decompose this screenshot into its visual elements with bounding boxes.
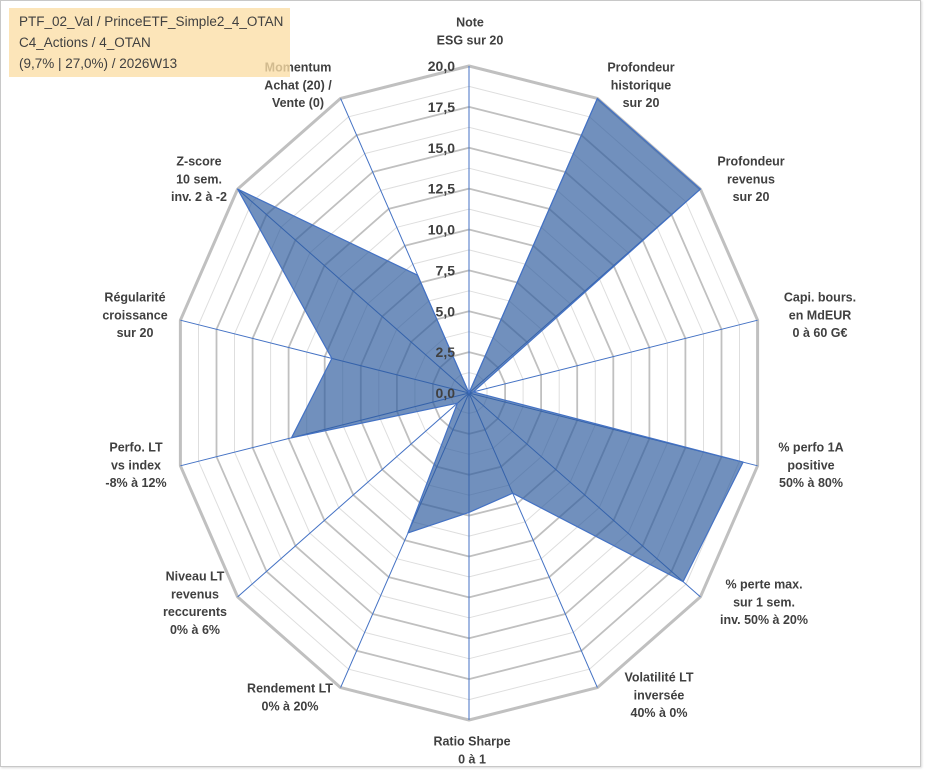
category-label-line: 10 sem. bbox=[176, 172, 222, 186]
chart-subtitle-line: C4_Actions / 4_OTAN bbox=[19, 35, 151, 50]
category-label: Profondeur revenus sur 20 bbox=[717, 155, 784, 205]
category-label: Note ESG sur 20 bbox=[437, 16, 504, 48]
category-label: Niveau LT revenus reccurents 0% à 6% bbox=[163, 570, 227, 637]
category-label-line: 40% à 0% bbox=[631, 706, 688, 720]
category-label-line: Z-score bbox=[176, 155, 221, 169]
value-tick-label: 2,5 bbox=[436, 344, 456, 360]
category-label-line: revenus bbox=[171, 587, 219, 601]
category-label-line: Régularité bbox=[104, 291, 165, 305]
category-label: Perfo. LT vs index -8% à 12% bbox=[105, 441, 166, 491]
category-label-line: 0 à 1 bbox=[458, 752, 486, 766]
category-label: Capi. bours. en MdEUR 0 à 60 G€ bbox=[784, 291, 856, 341]
value-tick-label: 20,0 bbox=[428, 58, 455, 74]
value-tick-label: 17,5 bbox=[428, 99, 455, 115]
axis-spoke bbox=[237, 392, 470, 598]
value-tick-label: 15,0 bbox=[428, 140, 455, 156]
category-label-line: inv. 50% à 20% bbox=[720, 613, 808, 627]
category-label: Rendement LT 0% à 20% bbox=[247, 682, 333, 714]
category-label-line: vs index bbox=[111, 458, 161, 472]
category-label-line: 0% à 20% bbox=[262, 699, 319, 713]
category-label-line: positive bbox=[787, 458, 834, 472]
category-label-line: Profondeur bbox=[607, 61, 674, 75]
category-label-line: croissance bbox=[102, 308, 167, 322]
value-tick-label: 12,5 bbox=[428, 181, 455, 197]
category-label-line: 0% à 6% bbox=[170, 623, 220, 637]
category-label: Régularité croissance sur 20 bbox=[102, 291, 167, 341]
category-label-line: reccurents bbox=[163, 605, 227, 619]
category-label-line: Note bbox=[456, 16, 484, 30]
value-axis: 0,0 2,5 5,0 7,5 10,0 12,5 15,0 17,5 20,0 bbox=[428, 58, 455, 401]
category-label: Ratio Sharpe 0 à 1 bbox=[433, 735, 510, 767]
value-tick-label: 5,0 bbox=[436, 303, 456, 319]
value-tick-label: 0,0 bbox=[436, 385, 456, 401]
category-label-line: ESG sur 20 bbox=[437, 33, 504, 47]
category-label-line: sur 20 bbox=[117, 326, 154, 340]
title-box: PTF_02_Val / PrinceETF_Simple2_4_OTAN C4… bbox=[9, 8, 290, 77]
category-label-line: Rendement LT bbox=[247, 682, 333, 696]
category-label: % perfo 1A positive 50% à 80% bbox=[778, 441, 843, 491]
value-tick-label: 7,5 bbox=[436, 262, 456, 278]
category-label-line: Capi. bours. bbox=[784, 291, 856, 305]
category-label: Profondeur historique sur 20 bbox=[607, 61, 674, 111]
category-label-line: % perfo 1A bbox=[778, 441, 843, 455]
category-label-line: Perfo. LT bbox=[109, 441, 163, 455]
category-label-line: en MdEUR bbox=[789, 308, 852, 322]
category-label-line: inv. 2 à -2 bbox=[171, 190, 227, 204]
category-label-line: Volatilité LT bbox=[625, 671, 694, 685]
axis-spoke bbox=[468, 319, 758, 394]
category-label-line: historique bbox=[611, 78, 671, 92]
category-label-line: Profondeur bbox=[717, 155, 784, 169]
category-label-line: 0 à 60 G€ bbox=[793, 326, 848, 340]
series-area bbox=[237, 97, 744, 583]
chart-subtitle-line: (9,7% | 27,0%) / 2026W13 bbox=[19, 56, 178, 71]
value-tick-label: 10,0 bbox=[428, 222, 455, 238]
category-label-line: inversée bbox=[634, 688, 685, 702]
category-label: Z-score 10 sem. inv. 2 à -2 bbox=[171, 155, 227, 205]
category-label-line: revenus bbox=[727, 172, 775, 186]
category-label-line: Achat (20) / bbox=[264, 78, 332, 92]
category-labels: Note ESG sur 20 Profondeur historique sur 20… bbox=[102, 16, 856, 767]
category-label-line: sur 20 bbox=[623, 96, 660, 110]
category-label: Volatilité LT inversée 40% à 0% bbox=[625, 671, 694, 721]
category-label-line: Ratio Sharpe bbox=[433, 735, 510, 749]
category-label-line: Vente (0) bbox=[272, 96, 324, 110]
category-label-line: sur 20 bbox=[733, 190, 770, 204]
category-label-line: sur 1 sem. bbox=[733, 595, 795, 609]
category-label-line: 50% à 80% bbox=[779, 476, 843, 490]
category-label-line: -8% à 12% bbox=[105, 476, 166, 490]
category-label-line: % perte max. bbox=[725, 578, 802, 592]
chart-title: PTF_02_Val / PrinceETF_Simple2_4_OTAN bbox=[19, 14, 284, 29]
category-label: % perte max. sur 1 sem. inv. 50% à 20% bbox=[720, 578, 808, 628]
category-label-line: Niveau LT bbox=[166, 570, 225, 584]
